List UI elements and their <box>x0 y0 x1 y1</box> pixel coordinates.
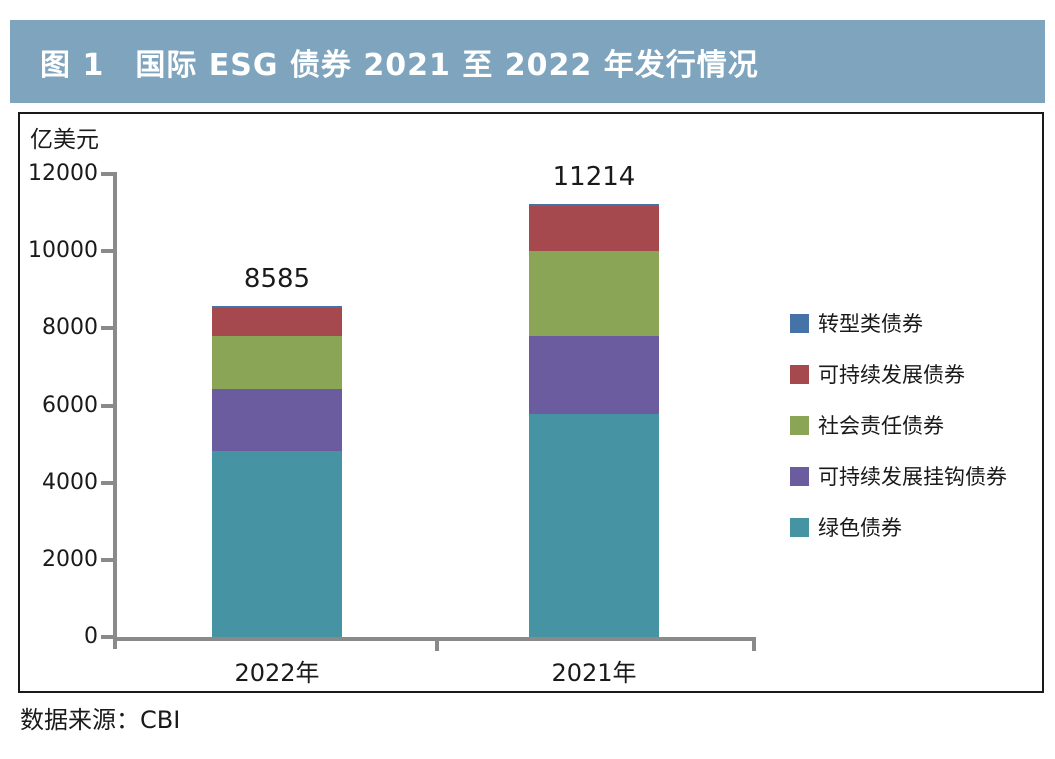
bar-segment <box>529 414 659 637</box>
x-axis-tick-mark <box>435 637 439 651</box>
legend-label: 可持续发展挂钩债券 <box>818 465 1007 489</box>
legend-item: 转型类债券 <box>790 311 1007 336</box>
bar-segment <box>212 388 342 452</box>
y-axis-tick-mark <box>101 557 113 562</box>
bar-segment <box>529 204 659 207</box>
y-axis-tick-label: 6000 <box>42 392 98 418</box>
legend-label: 社会责任债券 <box>818 414 944 438</box>
figure-title-banner: 图 1 国际 ESG 债券 2021 至 2022 年发行情况 <box>10 20 1045 103</box>
y-axis-unit-label: 亿美元 <box>30 127 99 153</box>
bar-segment <box>212 305 342 308</box>
bar-segment <box>529 206 659 251</box>
bar-segment <box>212 307 342 337</box>
legend-item: 绿色债券 <box>790 515 1007 540</box>
bar-segment <box>529 250 659 337</box>
legend-item: 可持续发展债券 <box>790 362 1007 387</box>
y-axis-tick-mark <box>101 635 113 639</box>
y-axis-tick-mark <box>101 403 113 408</box>
legend-swatch <box>790 415 809 435</box>
legend: 转型类债券可持续发展债券 社会责任债券可持续发展挂钩债券 绿色债券 <box>790 311 1007 566</box>
bar-segment <box>212 336 342 389</box>
legend-label: 转型类债券 <box>818 312 923 336</box>
y-axis-tick-mark <box>101 172 113 176</box>
y-axis-tick-label: 10000 <box>28 238 98 264</box>
chart-area: 亿美元 0 2000 4000 6000 8000 10000 12000 8585 2022年… <box>18 112 1044 693</box>
legend-label: 可持续发展债券 <box>818 363 965 387</box>
legend-swatch <box>790 466 809 486</box>
y-axis-tick-label: 4000 <box>42 469 98 495</box>
y-axis-line <box>113 172 117 649</box>
bar-segment <box>212 451 342 637</box>
x-axis-line <box>113 637 756 641</box>
y-axis-tick-label: 12000 <box>28 161 98 186</box>
x-axis-category-label: 2021年 <box>551 659 637 687</box>
y-axis-tick-label: 0 <box>84 624 98 649</box>
bar-segment <box>529 336 659 415</box>
legend-item: 社会责任债券 <box>790 413 1007 438</box>
legend-swatch <box>790 364 809 384</box>
legend-swatch <box>790 313 809 333</box>
x-axis-category-label: 2022年 <box>234 659 320 687</box>
y-axis-tick-mark <box>101 326 113 331</box>
legend-item: 可持续发展挂钩债券 <box>790 464 1007 489</box>
bar-total-label: 11214 <box>552 162 636 193</box>
y-axis-tick-mark <box>101 480 113 485</box>
source-note: 数据来源：CBI <box>20 706 181 734</box>
y-axis-tick-label: 2000 <box>42 546 98 572</box>
figure-title: 图 1 国际 ESG 债券 2021 至 2022 年发行情况 <box>40 47 759 83</box>
x-axis-tick-mark <box>752 637 756 651</box>
bar-total-label: 8585 <box>243 263 311 294</box>
y-axis-tick-mark <box>101 249 113 254</box>
legend-swatch <box>790 517 809 537</box>
y-axis-tick-label: 8000 <box>42 315 98 341</box>
legend-label: 绿色债券 <box>818 516 902 540</box>
